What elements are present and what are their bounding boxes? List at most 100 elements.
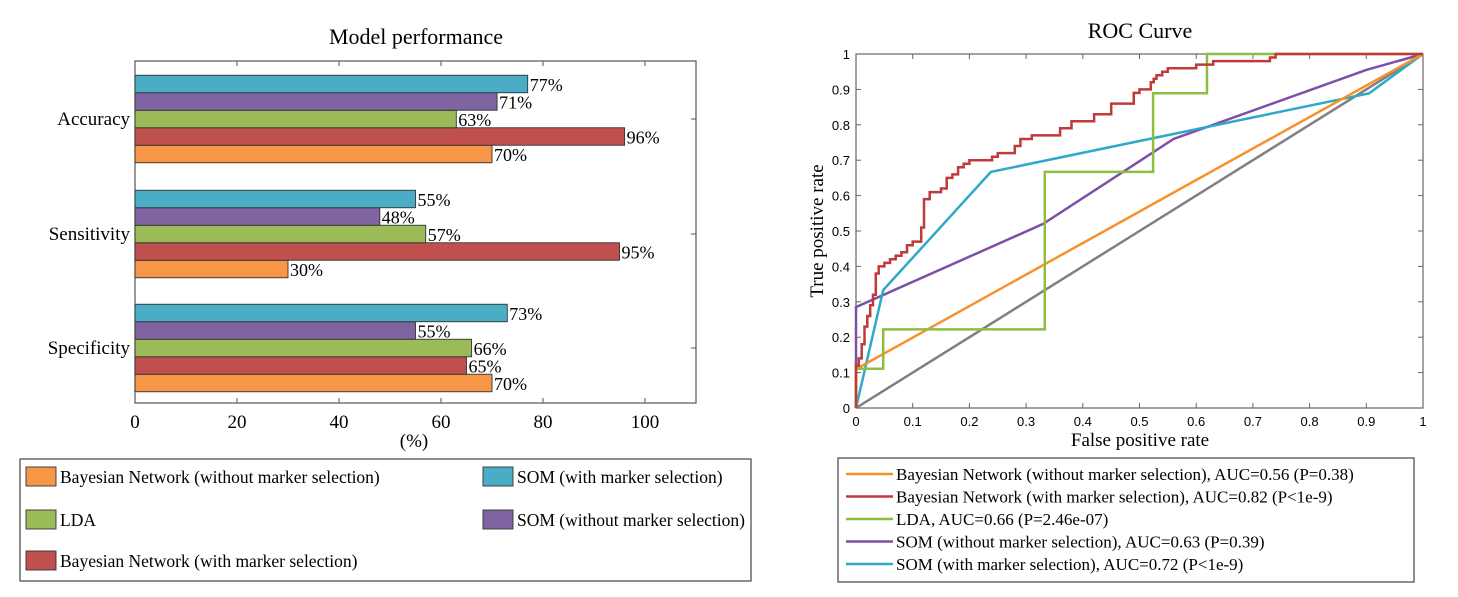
bar-value-label: 48%: [382, 207, 415, 227]
roc-x-tick-label: 0: [852, 414, 859, 429]
bar-x-axis-label: (%): [400, 431, 428, 452]
bar-legend-swatch: [25, 550, 57, 571]
roc-chance-line: [855, 52, 1424, 410]
bar: [134, 338, 473, 358]
bar-value-label: 95%: [622, 242, 655, 262]
roc-y-tick-label: 0.5: [832, 224, 850, 239]
bar: [134, 207, 381, 226]
bar-legend-box: [19, 458, 752, 582]
roc-legend-label: Bayesian Network (without marker selecti…: [896, 465, 1354, 484]
roc-line: [854, 52, 1424, 408]
bar-value-label: 65%: [469, 356, 502, 376]
roc-y-tick-label: 0.4: [832, 259, 850, 274]
roc-y-tick-label: 0.8: [832, 118, 850, 133]
bar-value-label: 73%: [509, 304, 542, 324]
bar-x-axis: 0 20 40 60 80 100: [130, 61, 659, 433]
bar-legend-item: LDA: [25, 509, 96, 530]
bar-x-tick-label: 80: [534, 412, 553, 433]
roc-y-tick-label: 0.7: [832, 153, 850, 168]
bar: [134, 74, 529, 94]
bar-legend-swatch: [25, 466, 57, 487]
roc-line: [854, 52, 1423, 408]
bar-value-label: 96%: [627, 127, 660, 147]
roc-x-tick-label: 0.3: [1017, 414, 1035, 429]
bar-x-tick-label: 100: [631, 412, 660, 433]
roc-x-tick-label: 0.2: [960, 414, 978, 429]
bar-value-label: 55%: [418, 321, 451, 341]
bar-value-label: 77%: [530, 75, 563, 95]
roc-x-tick-label: 1: [1419, 414, 1426, 429]
bar-legend-item: Bayesian Network (with marker selection): [25, 550, 358, 571]
roc-legend-label: SOM (without marker selection), AUC=0.63…: [896, 533, 1265, 552]
bar: [134, 224, 427, 244]
bar-legend-label: Bayesian Network (with marker selection): [60, 551, 358, 571]
roc-chart-title: ROC Curve: [1088, 18, 1193, 43]
bar-x-tick-label: 60: [432, 412, 451, 433]
roc-x-tick-label: 0.5: [1130, 414, 1148, 429]
bar: [134, 127, 626, 146]
bar-legend-swatch: [25, 509, 57, 530]
bar-value-label: 30%: [290, 260, 323, 280]
roc-x-tick-label: 0.9: [1357, 414, 1375, 429]
bar: [134, 321, 416, 340]
bar-x-tick-label: 20: [228, 412, 247, 433]
roc-line: [854, 52, 1423, 408]
roc-legend-label: SOM (with marker selection), AUC=0.72 (P…: [896, 555, 1243, 574]
bar-legend-swatch: [482, 509, 514, 530]
bar-value-label: 57%: [428, 225, 461, 245]
roc-legend-item: SOM (with marker selection), AUC=0.72 (P…: [846, 555, 1243, 574]
roc-x-axis-label: False positive rate: [1071, 430, 1209, 451]
bar-value-label: 71%: [499, 92, 532, 112]
roc-axes: 0 0.1 0.2 0.3 0.4 0.5 0.6 0.7 0.8 0.9 1 0 0.1 0.2 0.3 0…: [832, 47, 1427, 429]
roc-y-tick-label: 0.2: [832, 330, 850, 345]
bar-legend-label: SOM (without marker selection): [517, 510, 745, 530]
bar-x-tick-label: 40: [330, 412, 349, 433]
roc-y-tick-label: 0.1: [832, 366, 850, 381]
roc-legend-item: Bayesian Network (without marker selecti…: [846, 465, 1354, 484]
bar: [134, 189, 416, 209]
bar: [134, 259, 289, 279]
bar-category-label: Specificity: [48, 338, 131, 359]
bar-legend-item: SOM (with marker selection): [482, 466, 723, 487]
bar-value-label: 70%: [494, 374, 527, 394]
roc-y-tick-label: 1: [843, 47, 850, 62]
roc-x-tick-label: 0.6: [1187, 414, 1205, 429]
bar-legend-label: LDA: [60, 510, 96, 530]
roc-x-tick-label: 0.7: [1244, 414, 1262, 429]
bar-value-label: 55%: [418, 190, 451, 210]
bar-x-tick-label: 0: [130, 412, 140, 433]
bar-category-label: Accuracy: [57, 109, 130, 130]
bar: [134, 109, 457, 129]
bar-legend-item: Bayesian Network (without marker selecti…: [25, 466, 380, 487]
bar-value-label: 63%: [458, 110, 491, 130]
bar-legend-label: SOM (with marker selection): [517, 467, 723, 487]
bar-legend-item: SOM (without marker selection): [482, 509, 745, 530]
roc-y-tick-label: 0.9: [832, 82, 850, 97]
bar-legend-swatch: [482, 466, 514, 487]
roc-legend-label: LDA, AUC=0.66 (P=2.46e-07): [896, 510, 1108, 529]
roc-legend-box: [837, 457, 1415, 583]
roc-line: [854, 52, 1424, 409]
roc-y-tick-label: 0.6: [832, 189, 850, 204]
bar-value-label: 66%: [474, 339, 507, 359]
bar: [134, 303, 508, 323]
roc-chart: ROC Curve 0 0.1 0.2 0.3 0.4 0.5 0.6 0.7 0.8 0.9 1 0…: [807, 18, 1427, 451]
roc-y-axis-label: True positive rate: [807, 164, 828, 297]
roc-legend-item: SOM (without marker selection), AUC=0.63…: [846, 533, 1265, 552]
bar-legend: Bayesian Network (without marker selecti…: [19, 458, 752, 582]
bar: [134, 144, 493, 164]
roc-legend-item: LDA, AUC=0.66 (P=2.46e-07): [846, 510, 1108, 529]
roc-x-tick-label: 0.1: [904, 414, 922, 429]
bar-value-label: 70%: [494, 145, 527, 165]
bar: [134, 242, 620, 261]
roc-lines: [854, 52, 1424, 410]
bar-legend-label: Bayesian Network (without marker selecti…: [60, 467, 380, 487]
bar: [134, 356, 467, 375]
bar-category-label: Sensitivity: [49, 224, 131, 245]
roc-y-tick-label: 0: [843, 401, 850, 416]
roc-x-tick-label: 0.4: [1074, 414, 1092, 429]
bar: [134, 373, 493, 393]
roc-legend-label: Bayesian Network (with marker selection)…: [896, 488, 1333, 507]
roc-x-tick-label: 0.8: [1301, 414, 1319, 429]
